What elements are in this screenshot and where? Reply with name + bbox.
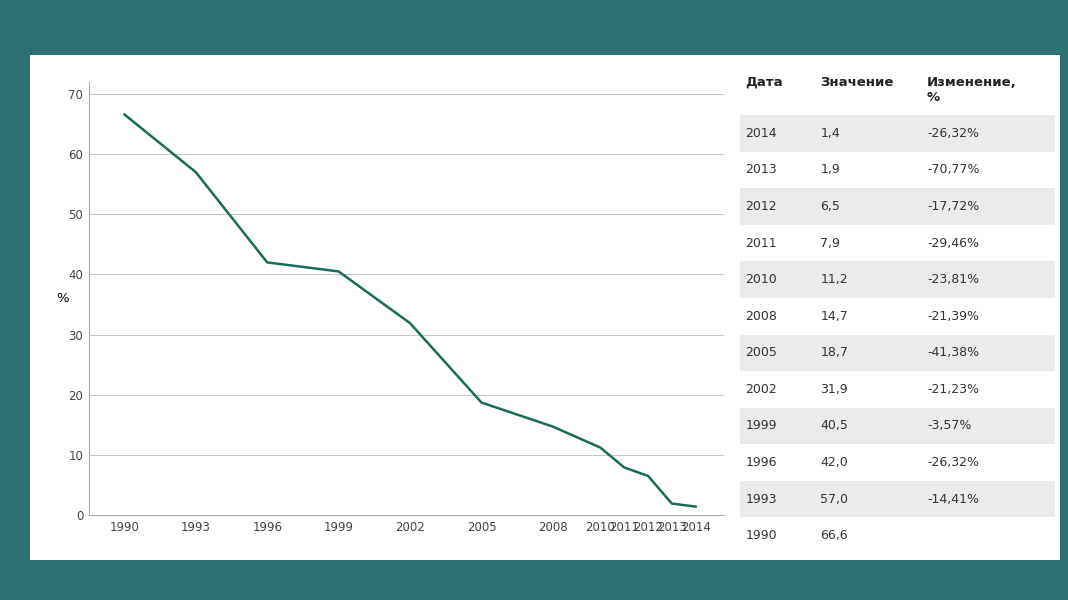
- Text: -70,77%: -70,77%: [927, 163, 979, 176]
- Text: -41,38%: -41,38%: [927, 346, 979, 359]
- Text: 40,5: 40,5: [820, 419, 848, 433]
- Text: 2005: 2005: [745, 346, 778, 359]
- Text: 1,4: 1,4: [820, 127, 841, 140]
- Text: Дата: Дата: [745, 76, 783, 89]
- Text: 1999: 1999: [745, 419, 778, 433]
- Text: 2013: 2013: [745, 163, 778, 176]
- Text: 1993: 1993: [745, 493, 778, 506]
- Text: 57,0: 57,0: [820, 493, 848, 506]
- Text: -26,32%: -26,32%: [927, 456, 979, 469]
- Text: -3,57%: -3,57%: [927, 419, 972, 433]
- Text: 1996: 1996: [745, 456, 778, 469]
- Text: 2002: 2002: [745, 383, 778, 396]
- Text: 2014: 2014: [745, 127, 778, 140]
- Text: -26,32%: -26,32%: [927, 127, 979, 140]
- Text: -29,46%: -29,46%: [927, 236, 979, 250]
- Text: -23,81%: -23,81%: [927, 273, 979, 286]
- Text: 6,5: 6,5: [820, 200, 841, 213]
- Text: 42,0: 42,0: [820, 456, 848, 469]
- Text: 1990: 1990: [745, 529, 778, 542]
- Text: -21,23%: -21,23%: [927, 383, 979, 396]
- Text: 1,9: 1,9: [820, 163, 841, 176]
- Text: 2011: 2011: [745, 236, 778, 250]
- Text: 18,7: 18,7: [820, 346, 848, 359]
- Text: 31,9: 31,9: [820, 383, 848, 396]
- Text: 11,2: 11,2: [820, 273, 848, 286]
- Y-axis label: %: %: [57, 292, 69, 305]
- Text: -17,72%: -17,72%: [927, 200, 979, 213]
- Text: 2008: 2008: [745, 310, 778, 323]
- Text: 66,6: 66,6: [820, 529, 848, 542]
- Text: -21,39%: -21,39%: [927, 310, 979, 323]
- Text: -14,41%: -14,41%: [927, 493, 979, 506]
- Text: 14,7: 14,7: [820, 310, 848, 323]
- Text: 2012: 2012: [745, 200, 778, 213]
- Text: 2010: 2010: [745, 273, 778, 286]
- Text: Значение: Значение: [820, 76, 894, 89]
- Text: 7,9: 7,9: [820, 236, 841, 250]
- Text: Изменение,
%: Изменение, %: [927, 76, 1017, 104]
